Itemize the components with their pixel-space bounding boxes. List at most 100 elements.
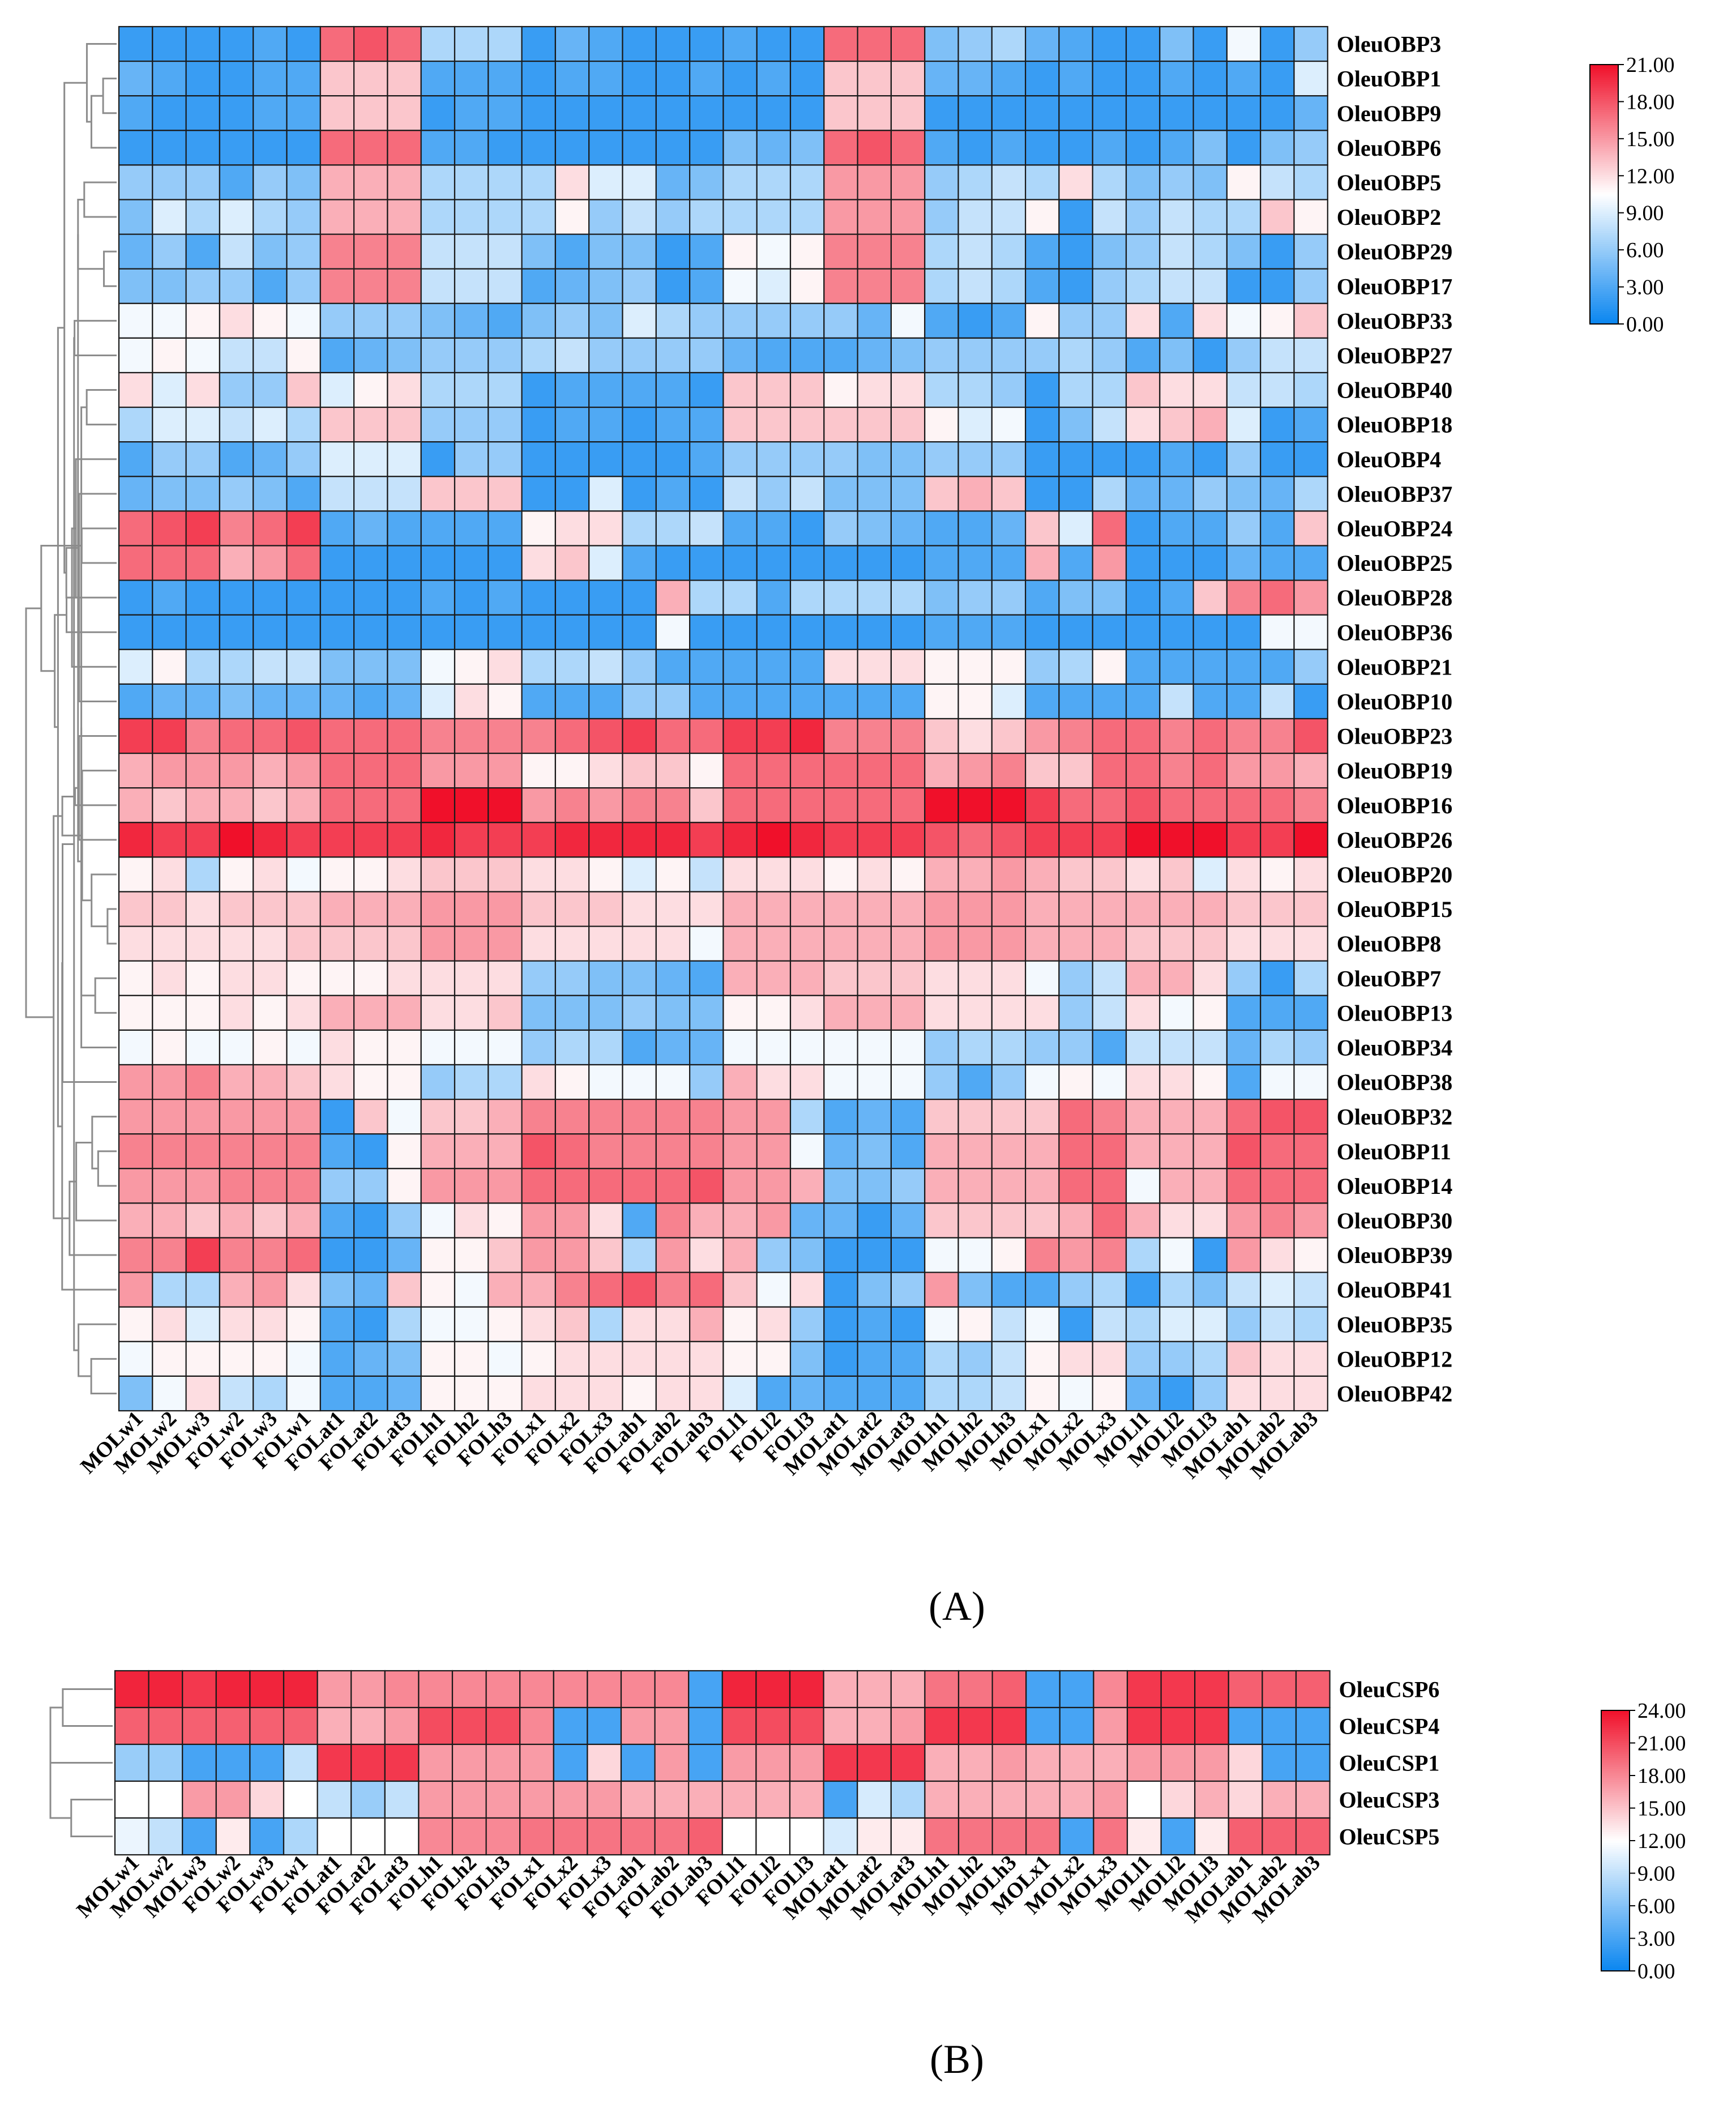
heatmap-cell-OleuOBP19-MOLl3 <box>1192 752 1228 789</box>
heatmap-cell-OleuOBP9-MOLl2 <box>1159 95 1194 131</box>
colorbar-tick-label: 9.00 <box>1637 1862 1675 1886</box>
heatmap-cell-OleuCSP5-FOLat3 <box>384 1817 420 1856</box>
colorbar-segment <box>1601 1923 1630 1926</box>
heatmap-cell-OleuOBP25-FOLab2 <box>655 545 691 581</box>
heatmap-cell-OleuOBP10-MOLab2 <box>1260 683 1295 720</box>
colorbar-segment <box>1601 1858 1630 1861</box>
heatmap-cell-OleuOBP23-FOLab3 <box>689 718 724 754</box>
heatmap-cell-OleuOBP13-MOLw2 <box>152 995 187 1031</box>
heatmap-cell-OleuOBP33-FOLab2 <box>655 302 691 339</box>
heatmap-cell-OleuOBP17-MOLab2 <box>1260 268 1295 304</box>
heatmap-cell-OleuOBP12-MOLx2 <box>1058 1341 1093 1377</box>
heatmap-cell-OleuOBP13-FOLx2 <box>554 995 590 1031</box>
heatmap-cell-OleuOBP23-FOLat2 <box>353 718 388 754</box>
heatmap-cell-OleuOBP7-FOLh1 <box>420 960 456 996</box>
dendrogram-branch <box>80 406 117 1048</box>
heatmap-cell-OleuCSP1-MOLw1 <box>114 1743 149 1782</box>
colorbar-segment <box>1601 1881 1630 1885</box>
colorbar-tick-label: 0.00 <box>1626 313 1664 336</box>
heatmap-cell-OleuOBP30-MOLat1 <box>823 1202 858 1239</box>
colorbar-segment <box>1601 1710 1630 1713</box>
heatmap-cell-OleuOBP15-MOLab3 <box>1293 891 1328 927</box>
colorbar-segment <box>1601 1821 1630 1824</box>
heatmap-cell-OleuOBP38-MOLl1 <box>1125 1064 1161 1100</box>
heatmap-cell-OleuOBP37-FOLat1 <box>319 476 355 512</box>
heatmap-cell-OleuOBP10-MOLx1 <box>1024 683 1060 720</box>
colorbar-segment <box>1590 77 1618 80</box>
heatmap-cell-OleuOBP1-FOLat1 <box>319 60 355 97</box>
heatmap-cell-OleuOBP34-FOLh3 <box>488 1029 523 1066</box>
heatmap-cell-OleuOBP25-MOLl2 <box>1159 545 1194 581</box>
heatmap-cell-OleuOBP18-MOLx1 <box>1024 406 1060 443</box>
row-label: OleuOBP35 <box>1337 1312 1452 1337</box>
heatmap-cell-OleuOBP28-FOLl1 <box>722 579 758 616</box>
heatmap-cell-OleuCSP3-MOLab3 <box>1295 1780 1331 1819</box>
heatmap-cell-OleuOBP17-FOLw2 <box>219 268 254 304</box>
heatmap-cell-OleuOBP23-FOLh3 <box>488 718 523 754</box>
heatmap-cell-OleuOBP21-MOLab3 <box>1293 648 1328 685</box>
heatmap-cell-OleuOBP40-FOLab3 <box>689 372 724 408</box>
colorbar-segment <box>1590 237 1618 241</box>
heatmap-cell-OleuOBP23-MOLab3 <box>1293 718 1328 754</box>
colorbar-segment <box>1601 1747 1630 1750</box>
heatmap-cell-OleuOBP25-MOLh3 <box>991 545 1027 581</box>
heatmap-cell-OleuOBP9-FOLab2 <box>655 95 691 131</box>
colorbar-segment <box>1601 1914 1630 1918</box>
heatmap-cell-OleuOBP34-FOLat1 <box>319 1029 355 1066</box>
heatmap-cell-OleuOBP21-MOLat2 <box>857 648 892 685</box>
heatmap-cell-OleuOBP36-MOLl2 <box>1159 614 1194 650</box>
heatmap-cell-OleuOBP33-FOLl1 <box>722 302 758 339</box>
heatmap-cell-OleuOBP3-MOLx1 <box>1024 25 1060 62</box>
heatmap-cell-OleuOBP10-FOLab3 <box>689 683 724 720</box>
heatmap-cell-OleuOBP13-MOLh3 <box>991 995 1027 1031</box>
heatmap-cell-OleuOBP20-MOLl2 <box>1159 856 1194 893</box>
heatmap-cell-OleuOBP7-FOLl2 <box>756 960 792 996</box>
colorbar-tick-label: 0.00 <box>1637 1960 1675 1983</box>
heatmap-cell-OleuOBP39-MOLh3 <box>991 1237 1027 1273</box>
heatmap-cell-OleuOBP13-MOLx1 <box>1024 995 1060 1031</box>
heatmap-cell-OleuOBP16-FOLw2 <box>219 787 254 823</box>
heatmap-cell-OleuCSP1-FOLh1 <box>418 1743 454 1782</box>
heatmap-cell-OleuOBP2-FOLw2 <box>219 199 254 235</box>
heatmap-cell-OleuOBP8-MOLab1 <box>1226 925 1262 962</box>
heatmap-cell-OleuOBP40-MOLw1 <box>118 372 153 408</box>
colorbar-segment <box>1601 1714 1630 1718</box>
heatmap-cell-OleuOBP26-MOLat1 <box>823 822 858 858</box>
heatmap-cell-OleuOBP41-FOLh2 <box>454 1271 489 1308</box>
heatmap-cell-OleuOBP32-MOLh2 <box>957 1098 993 1135</box>
heatmap-cell-OleuOBP17-FOLl3 <box>789 268 825 304</box>
colorbar-segment <box>1601 1745 1630 1748</box>
heatmap-cell-OleuOBP24-FOLw2 <box>219 510 254 547</box>
heatmap-cell-OleuOBP5-FOLh1 <box>420 164 456 200</box>
heatmap-cell-OleuOBP2-MOLx1 <box>1024 199 1060 235</box>
heatmap-cell-OleuOBP3-FOLab2 <box>655 25 691 62</box>
heatmap-cell-OleuOBP12-MOLw1 <box>118 1341 153 1377</box>
heatmap-cell-OleuOBP17-FOLh1 <box>420 268 456 304</box>
heatmap-cell-OleuOBP4-FOLab3 <box>689 441 724 477</box>
heatmap-cell-OleuOBP36-FOLat1 <box>319 614 355 650</box>
colorbar-segment <box>1601 1734 1630 1737</box>
heatmap-cell-OleuOBP32-FOLab2 <box>655 1098 691 1135</box>
heatmap-cell-OleuOBP37-FOLh3 <box>488 476 523 512</box>
colorbar-segment <box>1601 1797 1630 1800</box>
heatmap-cell-OleuOBP19-FOLh1 <box>420 752 456 789</box>
heatmap-cell-OleuOBP5-FOLh3 <box>488 164 523 200</box>
heatmap-cell-OleuOBP15-FOLx1 <box>521 891 556 927</box>
heatmap-cell-OleuOBP2-MOLh1 <box>924 199 959 235</box>
heatmap-cell-OleuOBP15-FOLab3 <box>689 891 724 927</box>
heatmap-cell-OleuOBP14-FOLw1 <box>286 1168 321 1204</box>
heatmap-cell-OleuCSP3-MOLab2 <box>1262 1780 1297 1819</box>
heatmap-cell-OleuOBP39-MOLw3 <box>185 1237 221 1273</box>
colorbar-segment <box>1601 1760 1630 1763</box>
row-label: OleuOBP8 <box>1337 931 1441 957</box>
heatmap-cell-OleuOBP40-FOLh1 <box>420 372 456 408</box>
heatmap-cell-OleuOBP13-FOLx1 <box>521 995 556 1031</box>
heatmap-cell-OleuOBP20-FOLx3 <box>588 856 623 893</box>
colorbar-segment <box>1590 127 1618 130</box>
heatmap-cell-OleuOBP35-MOLl3 <box>1192 1306 1228 1342</box>
heatmap-cell-OleuOBP42-MOLw1 <box>118 1375 153 1412</box>
heatmap-cell-OleuCSP1-MOLl2 <box>1160 1743 1196 1782</box>
heatmap-cell-OleuOBP6-MOLat2 <box>857 130 892 166</box>
heatmap-cell-OleuOBP30-MOLh2 <box>957 1202 993 1239</box>
heatmap-cell-OleuCSP1-FOLx1 <box>519 1743 554 1782</box>
